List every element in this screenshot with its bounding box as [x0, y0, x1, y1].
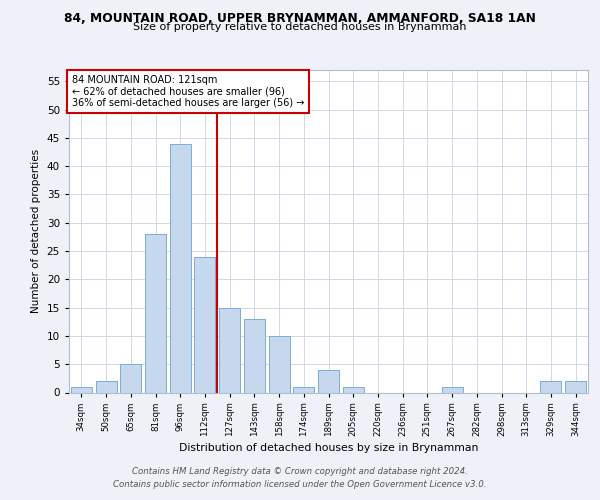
- Bar: [120, 364, 141, 392]
- X-axis label: Distribution of detached houses by size in Brynamman: Distribution of detached houses by size …: [179, 444, 478, 454]
- Bar: [71, 387, 92, 392]
- Bar: [269, 336, 290, 392]
- Text: 84, MOUNTAIN ROAD, UPPER BRYNAMMAN, AMMANFORD, SA18 1AN: 84, MOUNTAIN ROAD, UPPER BRYNAMMAN, AMMA…: [64, 12, 536, 25]
- Text: 84 MOUNTAIN ROAD: 121sqm
← 62% of detached houses are smaller (96)
36% of semi-d: 84 MOUNTAIN ROAD: 121sqm ← 62% of detach…: [71, 75, 304, 108]
- Bar: [343, 387, 364, 392]
- Bar: [293, 387, 314, 392]
- Text: Contains public sector information licensed under the Open Government Licence v3: Contains public sector information licen…: [113, 480, 487, 489]
- Bar: [194, 256, 215, 392]
- Y-axis label: Number of detached properties: Number of detached properties: [31, 149, 41, 314]
- Bar: [565, 381, 586, 392]
- Bar: [244, 319, 265, 392]
- Bar: [219, 308, 240, 392]
- Bar: [318, 370, 339, 392]
- Bar: [95, 381, 116, 392]
- Bar: [145, 234, 166, 392]
- Bar: [541, 381, 562, 392]
- Bar: [170, 144, 191, 392]
- Text: Size of property relative to detached houses in Brynamman: Size of property relative to detached ho…: [133, 22, 467, 32]
- Bar: [442, 387, 463, 392]
- Text: Contains HM Land Registry data © Crown copyright and database right 2024.: Contains HM Land Registry data © Crown c…: [132, 467, 468, 476]
